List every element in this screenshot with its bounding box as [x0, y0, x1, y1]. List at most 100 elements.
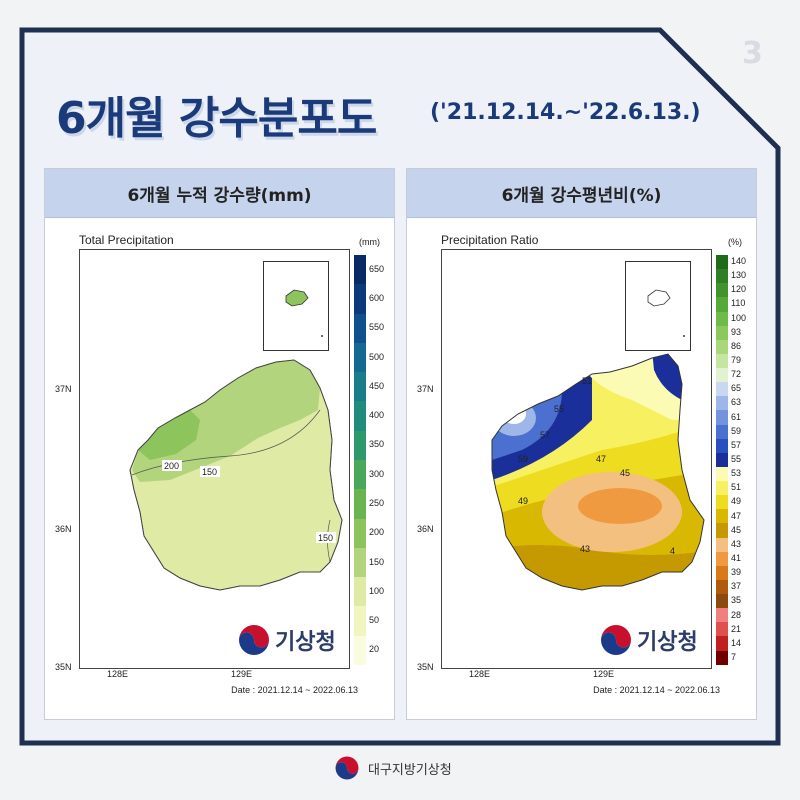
island-inset-map: [625, 261, 691, 351]
colorbar-tick-label: 450: [369, 380, 385, 391]
colorbar-swatch: [354, 547, 366, 578]
colorbar-swatch: [354, 430, 366, 460]
ratio-panel: 6개월 강수평년비(%) Precipitation Ratio (%) 37N…: [406, 168, 757, 720]
colorbar-swatch: [716, 608, 728, 623]
colorbar-tick-label: 20: [369, 644, 380, 655]
kma-logo-text: 기상청: [637, 630, 698, 655]
kma-emblem-icon: [335, 756, 359, 780]
contour-label: 57: [540, 430, 550, 440]
contour-label: 49: [518, 496, 528, 506]
colorbar-tick-label: 51: [731, 482, 742, 493]
lat-label-35: 35N: [55, 662, 72, 672]
footer-text: 대구지방기상청: [368, 762, 452, 778]
date-range: Date : 2021.12.14 ~ 2022.06.13: [231, 685, 358, 695]
colorbar-tick-label: 35: [731, 595, 742, 606]
colorbar-swatch: [716, 523, 728, 538]
colorbar: [716, 255, 728, 665]
colorbar-swatch: [716, 424, 728, 439]
colorbar-tick-label: 41: [731, 552, 742, 563]
colorbar-tick-label: 63: [731, 397, 742, 408]
colorbar-tick-label: 550: [369, 322, 385, 333]
kma-logo-text: 기상청: [275, 630, 336, 655]
colorbar-swatch: [354, 255, 366, 285]
colorbar-swatch: [716, 650, 728, 665]
colorbar-tick-label: 37: [731, 581, 742, 592]
colorbar-tick-label: 500: [369, 351, 385, 362]
colorbar-swatch: [716, 579, 728, 594]
precipitation-panel: 6개월 누적 강수량(mm) Total Precipitation (mm) …: [44, 168, 395, 720]
contour-label: 150: [318, 533, 333, 543]
contour-label: 55: [554, 404, 564, 414]
colorbar-swatch: [716, 396, 728, 411]
colorbar-swatch: [716, 311, 728, 326]
colorbar-swatch: [716, 438, 728, 453]
colorbar-swatch: [716, 452, 728, 467]
colorbar-tick-label: 61: [731, 411, 742, 422]
colorbar-tick-label: 350: [369, 439, 385, 450]
page-subtitle: ('21.12.14.~'22.6.13.): [430, 100, 701, 125]
lat-label-36: 36N: [417, 524, 434, 534]
colorbar-unit: (mm): [359, 237, 380, 247]
footer: 대구지방기상청: [334, 755, 452, 781]
contour-label: 43: [580, 544, 590, 554]
colorbar-tick-label: 86: [731, 340, 742, 351]
colorbar-tick-label: 57: [731, 439, 742, 450]
colorbar-swatch: [716, 339, 728, 354]
lon-label-129: 129E: [231, 669, 253, 679]
colorbar-swatch: [354, 342, 366, 373]
colorbar-tick-label: 140: [731, 256, 747, 267]
colorbar-tick-label: 55: [731, 454, 742, 464]
lat-label-37: 37N: [417, 384, 434, 394]
kma-logo: 기상청: [237, 623, 336, 657]
colorbar-tick-label: 150: [369, 556, 385, 567]
contour-label: 200: [164, 461, 179, 471]
map-title: Total Precipitation: [79, 233, 174, 247]
colorbar-tick-label: 100: [731, 312, 747, 323]
colorbar-tick-label: 65: [731, 383, 742, 394]
colorbar-tick-label: 7: [731, 651, 737, 662]
colorbar-tick-label: 600: [369, 292, 385, 303]
colorbar-tick-label: 650: [369, 263, 385, 274]
map-title: Precipitation Ratio: [441, 233, 539, 247]
contour-label: 59: [518, 454, 528, 464]
lat-label-37: 37N: [55, 384, 72, 394]
colorbar-swatch: [716, 353, 728, 368]
contour-label: 4: [670, 546, 675, 556]
colorbar-swatch: [716, 509, 728, 524]
colorbar-swatch: [716, 269, 728, 284]
colorbar-tick-label: 50: [369, 615, 380, 626]
colorbar-tick-label: 49: [731, 496, 742, 507]
colorbar-swatch: [354, 606, 366, 636]
colorbar-tick-label: 14: [731, 637, 742, 648]
colorbar-tick-label: 72: [731, 369, 742, 380]
island-inset-map: [263, 261, 329, 351]
contour-label: 150: [202, 467, 217, 477]
panel-heading: 6개월 강수평년비(%): [407, 169, 756, 218]
colorbar-tick-label: 110: [731, 298, 746, 309]
colorbar-tick-label: 43: [731, 538, 742, 549]
colorbar-swatch: [716, 565, 728, 580]
colorbar-tick-label: 79: [731, 355, 742, 366]
colorbar-tick-label: 300: [369, 468, 385, 479]
colorbar-swatch: [354, 459, 366, 490]
lon-label-129: 129E: [593, 669, 615, 679]
lat-label-36: 36N: [55, 524, 72, 534]
colorbar-swatch: [354, 635, 366, 665]
colorbar-swatch: [716, 481, 728, 496]
colorbar-swatch: [716, 622, 728, 637]
colorbar-swatch: [716, 283, 728, 298]
kma-logo: 기상청: [599, 623, 698, 657]
colorbar-swatch: [354, 518, 366, 548]
colorbar-swatch: [716, 495, 728, 510]
page-title: 6개월 강수분포도: [56, 93, 377, 144]
colorbar-tick-label: 21: [731, 623, 742, 634]
colorbar-swatch: [716, 382, 728, 397]
colorbar-tick-label: 53: [731, 468, 742, 479]
colorbar-tick-label: 47: [731, 510, 742, 521]
lon-label-128: 128E: [107, 669, 129, 679]
colorbar-tick-label: 45: [731, 524, 742, 535]
colorbar-swatch: [716, 466, 728, 481]
contour-label: 45: [620, 468, 630, 478]
colorbar-swatch: [354, 313, 366, 343]
colorbar-tick-label: 39: [731, 567, 742, 578]
